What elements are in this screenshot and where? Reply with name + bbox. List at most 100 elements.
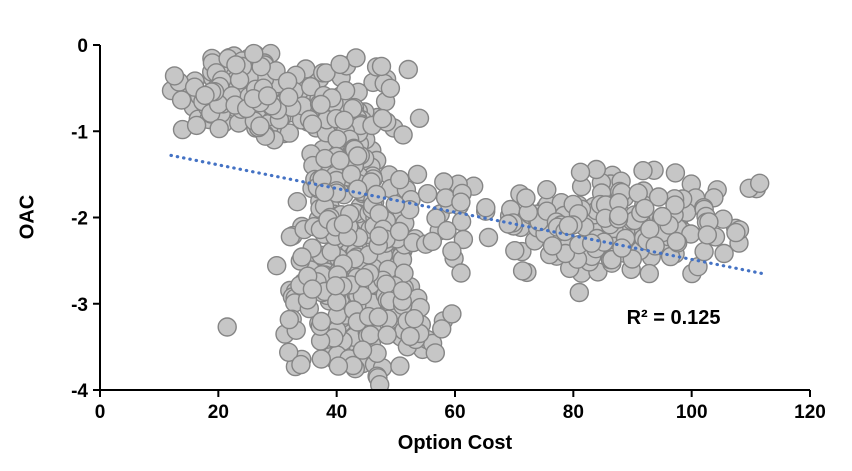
data-point	[652, 206, 672, 227]
data-point	[505, 240, 525, 261]
data-point	[648, 187, 669, 207]
data-point	[442, 241, 462, 261]
data-point	[726, 222, 746, 243]
data-point	[244, 43, 264, 64]
data-point	[432, 319, 452, 339]
data-point	[164, 66, 185, 86]
r-squared-annotation: R² = 0.125	[626, 307, 721, 329]
data-point	[437, 220, 457, 241]
data-point	[400, 326, 420, 347]
data-point	[390, 356, 410, 376]
data-point	[645, 236, 665, 256]
data-point	[311, 349, 331, 369]
scatter-points	[161, 43, 770, 390]
data-point	[393, 125, 413, 145]
data-point	[417, 183, 438, 204]
data-point	[325, 276, 346, 296]
data-point	[292, 247, 312, 267]
data-point	[279, 342, 299, 362]
data-point	[537, 179, 557, 200]
data-point	[570, 162, 591, 183]
data-point	[366, 184, 387, 205]
data-point	[348, 179, 368, 199]
data-point	[404, 309, 424, 329]
data-point	[451, 263, 471, 283]
data-point	[422, 231, 442, 252]
data-point	[609, 206, 629, 226]
data-point	[327, 129, 347, 149]
data-point	[633, 160, 653, 181]
data-point	[516, 188, 536, 208]
data-point	[376, 274, 396, 294]
data-point	[226, 55, 246, 75]
data-point	[453, 229, 474, 250]
trendline	[169, 153, 765, 276]
data-point	[291, 354, 311, 375]
data-point	[368, 307, 389, 327]
data-point	[434, 172, 454, 192]
data-point	[352, 340, 373, 360]
data-point	[697, 225, 717, 245]
data-point	[279, 309, 299, 330]
data-point	[512, 261, 533, 281]
data-point	[498, 214, 518, 234]
data-point	[311, 311, 332, 332]
y-axis-title: OAC	[16, 194, 39, 240]
x-tick-label: 0	[95, 402, 106, 423]
data-point	[258, 86, 278, 106]
data-point	[267, 256, 287, 276]
y-tick-label: -2	[71, 209, 88, 230]
data-point	[586, 159, 606, 180]
data-point	[287, 191, 307, 212]
data-point	[209, 118, 229, 139]
data-point	[476, 197, 496, 218]
data-point	[217, 317, 237, 337]
data-point	[569, 282, 589, 303]
data-point	[389, 221, 410, 242]
x-tick-label: 80	[563, 402, 584, 423]
data-point	[372, 108, 393, 129]
x-tick-label: 20	[208, 402, 229, 423]
data-point	[334, 110, 354, 131]
data-point	[694, 241, 714, 262]
data-point	[370, 375, 390, 390]
data-point	[279, 87, 299, 107]
y-tick-label: -1	[71, 122, 88, 143]
data-point	[665, 195, 685, 215]
data-point	[665, 163, 686, 183]
data-point	[425, 343, 445, 363]
data-point	[327, 292, 347, 312]
data-point	[639, 263, 659, 284]
data-point	[666, 231, 687, 252]
data-point	[369, 226, 389, 246]
data-point	[348, 146, 368, 166]
y-tick-label: -3	[71, 295, 88, 316]
x-tick-label: 100	[676, 402, 708, 423]
data-point	[442, 304, 462, 324]
data-point	[311, 94, 331, 115]
data-point	[380, 78, 401, 99]
x-tick-label: 40	[326, 402, 347, 423]
data-point	[302, 279, 323, 299]
data-point	[714, 243, 734, 264]
data-point	[542, 236, 563, 256]
data-point	[371, 56, 392, 77]
data-point	[250, 116, 270, 136]
data-point	[186, 115, 207, 136]
data-point	[558, 215, 579, 236]
data-point	[302, 114, 323, 134]
data-point	[328, 356, 349, 376]
data-point	[478, 227, 499, 248]
data-point	[333, 214, 354, 234]
x-tick-label: 60	[444, 402, 465, 423]
y-tick-label: -4	[71, 381, 88, 402]
data-point	[354, 268, 374, 288]
data-point	[377, 325, 397, 345]
data-point	[635, 198, 655, 219]
x-axis-title: Option Cost	[397, 432, 513, 454]
data-point	[390, 169, 410, 190]
data-point	[392, 281, 413, 301]
data-point	[750, 173, 770, 194]
